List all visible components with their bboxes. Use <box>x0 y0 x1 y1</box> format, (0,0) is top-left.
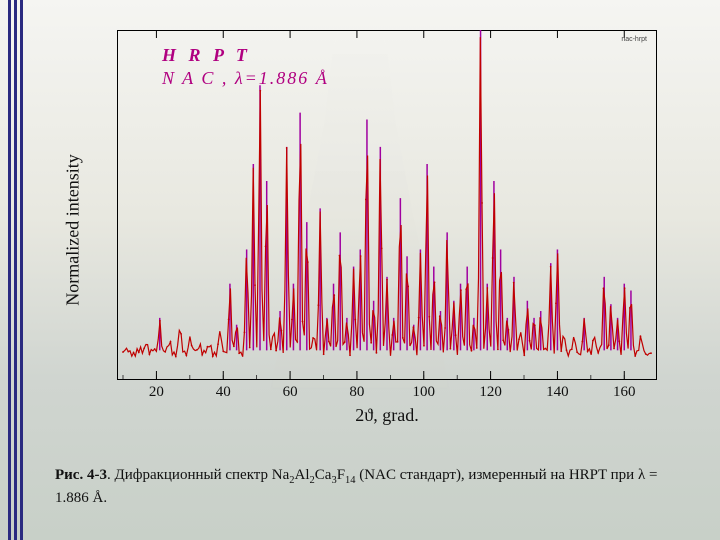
plot-area: H R P T N A C , λ=1.886 Å nac-hrpt <box>117 30 657 380</box>
caption-t2: Ca <box>315 467 332 483</box>
figure: Normalized intensity H R P T N A C , λ=1… <box>95 30 675 430</box>
x-tick-label: 20 <box>149 384 164 401</box>
x-tick-label: 100 <box>413 384 436 401</box>
x-tick-label: 160 <box>613 384 636 401</box>
caption-sub4: 14 <box>345 475 356 486</box>
figure-number: Рис. 4-3 <box>55 467 107 483</box>
caption-t1: Al <box>295 467 310 483</box>
chart-inner-labels: H R P T N A C , λ=1.886 Å <box>162 44 329 91</box>
decorative-stripes <box>8 0 30 540</box>
x-tick-label: 120 <box>479 384 502 401</box>
figure-caption: Рис. 4-3. Дифракционный спектр Na2Al2Ca3… <box>55 465 690 508</box>
sample-label: N A C , λ=1.886 Å <box>162 67 329 90</box>
instrument-label: H R P T <box>162 44 329 67</box>
caption-t0: . Дифракционный спектр Na <box>107 467 289 483</box>
x-tick-label: 60 <box>283 384 298 401</box>
caption-t3: F <box>337 467 345 483</box>
x-tick-label: 80 <box>349 384 364 401</box>
x-axis-label: 2ϑ, grad. <box>117 405 657 426</box>
x-tick-label: 140 <box>546 384 569 401</box>
corner-label: nac-hrpt <box>621 36 647 43</box>
x-tick-label: 40 <box>216 384 231 401</box>
y-axis-label: Normalized intensity <box>63 154 84 305</box>
